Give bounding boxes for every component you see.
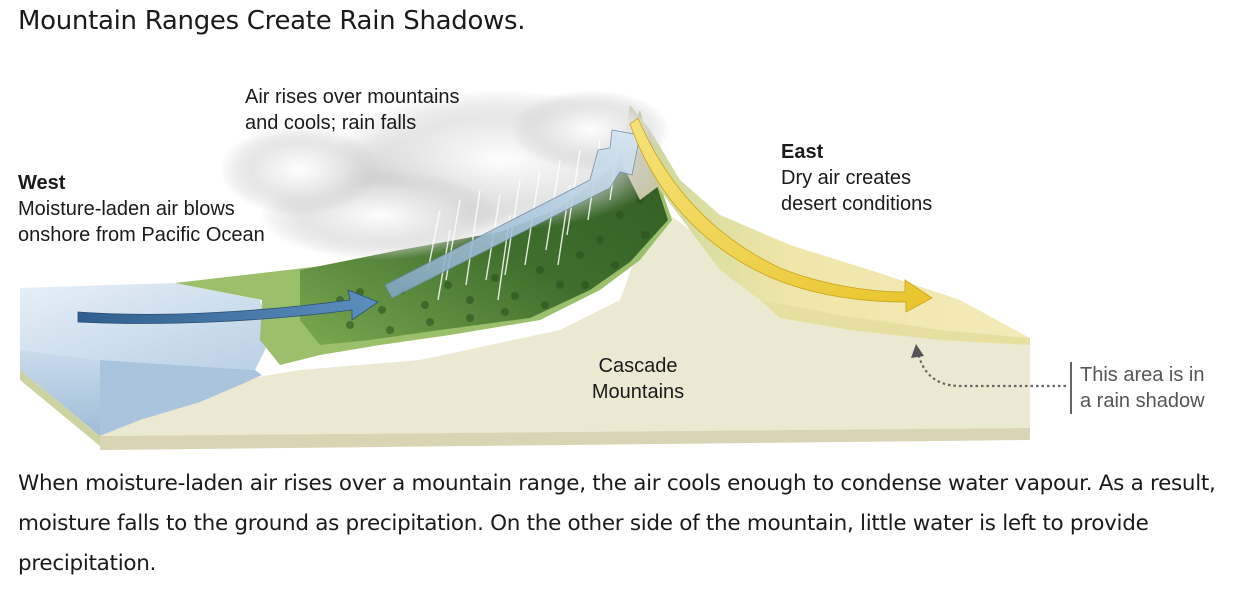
- rain-shadow-pointer: [916, 351, 1066, 388]
- dry-air-arrow: [629, 117, 933, 313]
- label-rain-line1: Air rises over mountains: [245, 86, 460, 108]
- label-west-line1: Moisture-laden air blows: [18, 198, 235, 220]
- label-shadow-line2: a rain shadow: [1080, 390, 1205, 412]
- desert-plain: [760, 300, 1030, 345]
- label-east-heading: East: [781, 141, 824, 163]
- label-rain-line2: and cools; rain falls: [245, 112, 417, 134]
- label-west-heading: West: [18, 172, 66, 194]
- label-rain: Air rises over mountains and cools; rain…: [245, 84, 460, 136]
- block-front-face: [100, 200, 1030, 436]
- label-west: West Moisture-laden air blows onshore fr…: [18, 170, 265, 248]
- label-cascade-mountains: Cascade Mountains: [566, 353, 710, 405]
- label-cascade-line1: Cascade: [598, 355, 678, 377]
- diagram-title: Mountain Ranges Create Rain Shadows.: [18, 6, 526, 36]
- diagram-caption: When moisture-laden air rises over a mou…: [18, 471, 1216, 576]
- ocean-side-face: [100, 360, 262, 436]
- label-rain-shadow: This area is in a rain shadow: [1070, 362, 1205, 414]
- moist-air-arrow: [77, 289, 379, 324]
- label-shadow-line1: This area is in: [1080, 364, 1205, 386]
- ocean-bottom-edge: [20, 370, 100, 446]
- label-east: East Dry air creates desert conditions: [781, 139, 932, 217]
- rain-shadow-pointer-head: [911, 344, 924, 358]
- ocean-top: [20, 283, 270, 370]
- label-east-line2: desert conditions: [781, 193, 933, 215]
- ocean-front: [20, 350, 100, 436]
- label-east-line1: Dry air creates: [781, 167, 912, 189]
- block-front-shade: [100, 428, 1030, 450]
- label-cascade-line2: Mountains: [591, 381, 685, 403]
- label-west-line2: onshore from Pacific Ocean: [18, 224, 265, 246]
- rain-shadow-diagram: [20, 90, 1066, 450]
